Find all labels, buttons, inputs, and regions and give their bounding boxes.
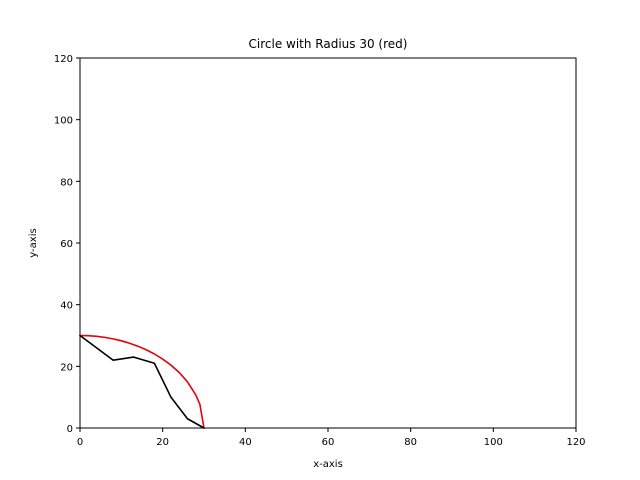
x-tick-label: 120 xyxy=(566,437,585,448)
y-tick-label: 20 xyxy=(60,362,73,373)
x-tick-label: 20 xyxy=(156,437,169,448)
y-tick-label: 40 xyxy=(60,301,73,312)
approximation-black-line xyxy=(79,334,205,429)
y-tick-label: 60 xyxy=(60,239,73,250)
y-tick-label: 120 xyxy=(54,54,73,65)
x-tick-label: 0 xyxy=(77,437,83,448)
x-axis-ticks: 0 20 40 60 80 100 120 xyxy=(77,428,586,448)
x-tick-label: 40 xyxy=(239,437,252,448)
y-tick-label: 80 xyxy=(60,177,73,188)
x-tick-label: 100 xyxy=(484,437,503,448)
y-tick-label: 0 xyxy=(67,424,73,435)
x-tick-label: 80 xyxy=(404,437,417,448)
chart-title: Circle with Radius 30 (red) xyxy=(249,37,408,51)
y-axis-label: y-axis xyxy=(28,228,39,257)
y-tick-label: 100 xyxy=(54,116,73,127)
circle-arc-red-line xyxy=(79,334,205,429)
x-tick-label: 60 xyxy=(322,437,335,448)
y-axis-ticks: 0 20 40 60 80 100 120 xyxy=(54,54,80,435)
plot-lines xyxy=(79,334,205,429)
x-axis-label: x-axis xyxy=(313,459,343,470)
